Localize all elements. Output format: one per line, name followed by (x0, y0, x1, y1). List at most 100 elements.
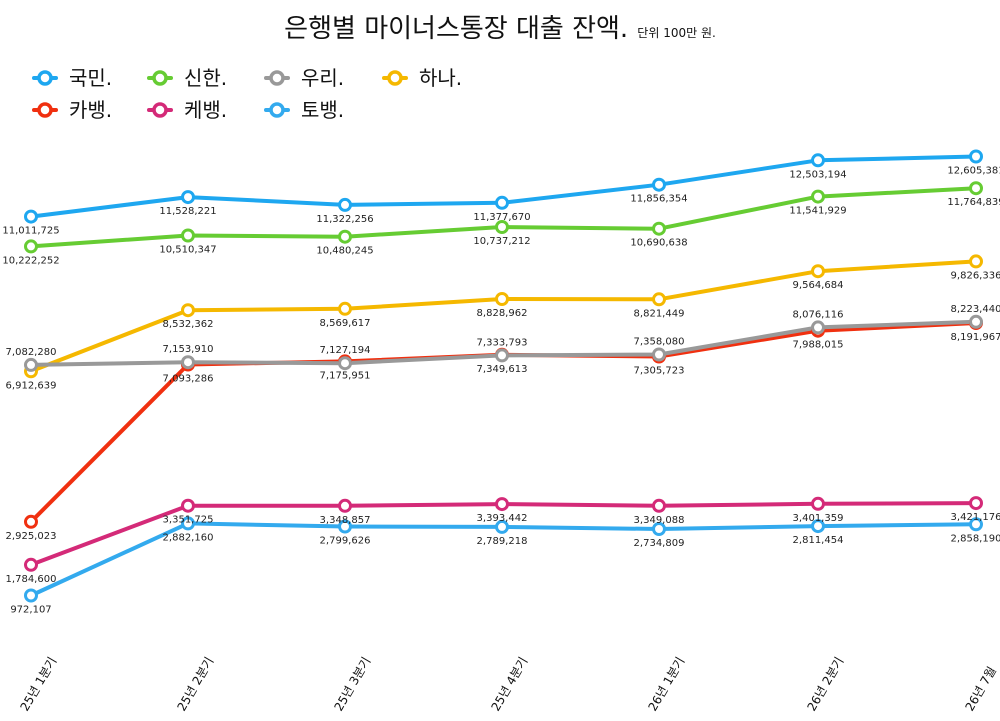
legend-swatch-marker (269, 70, 285, 86)
data-label: 3,351,725 (163, 515, 214, 526)
series-1-point (338, 229, 352, 244)
data-label: 3,349,088 (634, 515, 685, 526)
series-5-point (652, 498, 666, 513)
data-label: 12,605,381 (947, 166, 1000, 177)
chart-title-block: 은행별 마이너스통장 대출 잔액. 단위 100만 원. (0, 8, 1000, 45)
data-label: 7,358,080 (634, 337, 685, 348)
legend-swatch-marker (387, 70, 403, 86)
series-4-point (652, 347, 666, 362)
data-label: 11,322,256 (316, 214, 373, 225)
series-6-point (338, 519, 352, 534)
series-0-point (652, 177, 666, 192)
data-label: 11,377,670 (473, 212, 530, 223)
x-tick-label: 25년 3분기 (331, 655, 373, 714)
legend-swatch-marker (37, 102, 53, 118)
data-label: 9,826,336 (951, 270, 1000, 281)
series-2-point (811, 264, 825, 279)
series-2-point (338, 301, 352, 316)
legend-entry-label: 카뱅. (69, 98, 112, 122)
legend-entry-label: 국민. (69, 66, 112, 90)
data-label: 3,421,176 (951, 512, 1000, 523)
series-1-point (811, 189, 825, 204)
series-0-point (969, 149, 983, 164)
x-tick-label: 26년 2분기 (804, 655, 846, 714)
data-label: 10,737,212 (473, 236, 530, 247)
data-label: 3,348,857 (320, 515, 371, 526)
series-5-point (338, 498, 352, 513)
data-label: 8,223,440 (951, 304, 1000, 315)
data-label: 2,789,218 (477, 536, 528, 547)
data-label: 10,690,638 (630, 238, 687, 249)
series-1-point (181, 228, 195, 243)
data-label: 10,480,245 (316, 246, 373, 257)
series-5-point (24, 557, 38, 572)
data-label: 11,856,354 (630, 194, 687, 205)
data-label: 7,127,194 (320, 345, 371, 356)
series-0-point (495, 195, 509, 210)
data-label: 2,799,626 (320, 536, 371, 547)
series-0-point (338, 197, 352, 212)
data-label: 7,093,286 (163, 374, 214, 385)
legend-entry-label: 토뱅. (301, 98, 344, 122)
data-label: 7,988,015 (793, 340, 844, 351)
series-0-point (181, 190, 195, 205)
data-label: 7,082,280 (6, 347, 57, 358)
legend-swatch-marker (269, 102, 285, 118)
series-1-point (969, 181, 983, 196)
data-label: 7,153,910 (163, 344, 214, 355)
series-4-point (181, 355, 195, 370)
data-label: 11,541,929 (789, 206, 846, 217)
data-label: 972,107 (10, 605, 51, 616)
data-label: 11,528,221 (159, 206, 216, 217)
data-label: 10,510,347 (159, 245, 216, 256)
series-4-point (495, 348, 509, 363)
series-1-point (24, 239, 38, 254)
legend-swatch-marker (37, 70, 53, 86)
data-label: 11,764,839 (947, 197, 1000, 208)
series-1-point (652, 221, 666, 236)
data-label: 2,925,023 (6, 531, 57, 542)
chart-title: 은행별 마이너스통장 대출 잔액. (284, 14, 629, 44)
x-tick-label: 25년 1분기 (17, 655, 59, 714)
series-5-point (495, 497, 509, 512)
x-tick-label: 26년 1분기 (645, 655, 687, 714)
x-axis-ticks: 25년 1분기 25년 2분기 25년 3분기 25년 4분기 26년 1분기 26년 2… (17, 655, 999, 714)
series-3-point (24, 514, 38, 529)
legend-entry-label: 하나. (419, 66, 462, 90)
x-tick-label: 25년 2분기 (174, 655, 216, 714)
series-6-point (181, 516, 195, 531)
legend-entry-label: 우리. (301, 66, 344, 90)
data-label: 2,858,190 (951, 533, 1000, 544)
data-label: 3,393,442 (477, 513, 528, 524)
data-label: 11,011,725 (2, 226, 59, 237)
data-label: 2,882,160 (163, 532, 214, 543)
data-label: 2,811,454 (793, 535, 844, 546)
series-0-point (24, 209, 38, 224)
data-label: 8,828,962 (477, 308, 528, 319)
series-5-point (181, 498, 195, 513)
series-1-point (495, 220, 509, 234)
data-label: 7,175,951 (320, 370, 371, 381)
data-label: 10,222,252 (2, 255, 59, 266)
series-6-point (969, 517, 983, 532)
x-tick-label: 25년 4분기 (488, 655, 530, 714)
series-5-point (811, 496, 825, 511)
legend-swatch-marker (152, 102, 168, 118)
series-points (24, 149, 983, 603)
data-label: 2,734,809 (634, 538, 685, 549)
chart-unit-subtitle: 단위 100만 원. (637, 26, 716, 40)
series-4-point (811, 320, 825, 335)
series-2-point (652, 292, 666, 307)
legend: 국민. 신한. 우리. 하나. 카뱅. 케뱅. 토뱅. (32, 66, 462, 122)
series-6-point (652, 522, 666, 536)
series-4-point (24, 357, 38, 372)
data-label: 8,532,362 (163, 319, 214, 330)
data-label: 6,912,639 (6, 380, 57, 391)
series-5-point (969, 496, 983, 511)
data-label: 7,305,723 (634, 366, 685, 377)
x-tick-label: 26년 7월 (962, 664, 999, 713)
series-0-point (811, 153, 825, 168)
legend-swatch-marker (152, 70, 168, 86)
series-2-point (181, 303, 195, 318)
